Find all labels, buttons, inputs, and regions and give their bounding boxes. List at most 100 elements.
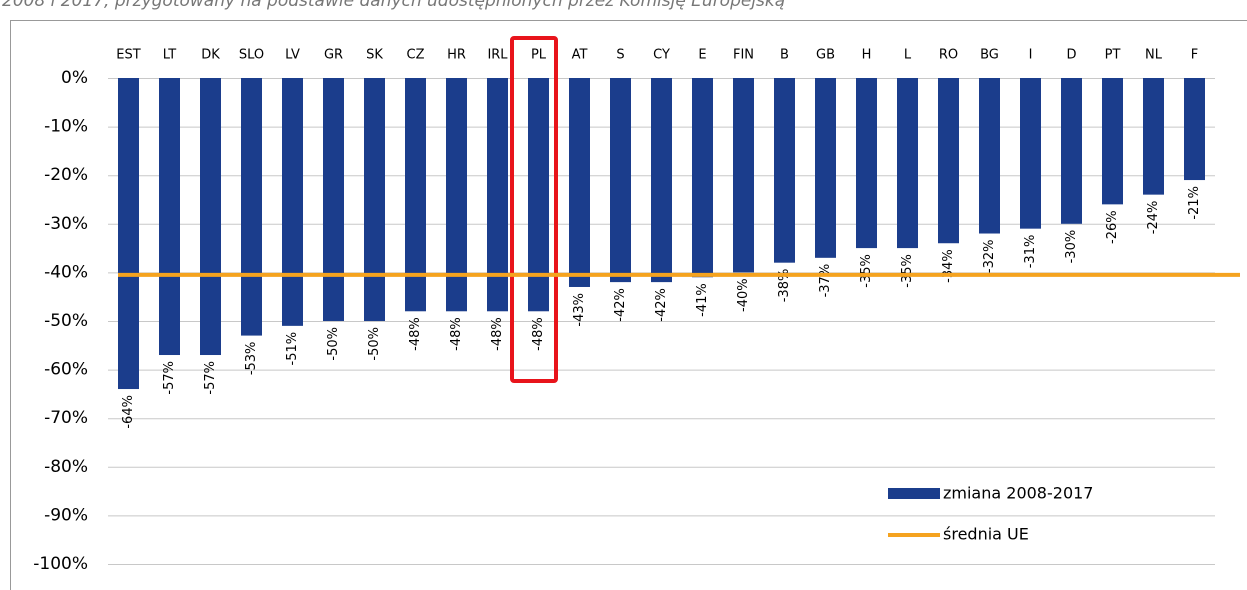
bar <box>1184 78 1205 181</box>
y-tick-label: -30% <box>44 214 88 234</box>
value-label: -31% <box>1023 235 1038 269</box>
x-tick-label: HR <box>447 48 466 63</box>
bar <box>487 78 508 312</box>
chart-subtitle: 2008 i 2017, przygotowany na podstawie d… <box>2 0 785 11</box>
x-tick-label: DK <box>201 48 220 63</box>
value-label: -40% <box>736 278 751 312</box>
legend-label: średnia UE <box>943 525 1029 544</box>
value-label: -43% <box>572 293 587 327</box>
x-tick-label: F <box>1191 48 1198 63</box>
x-tick-label: CZ <box>407 48 425 63</box>
value-label: -24% <box>1146 201 1161 235</box>
bar <box>282 78 303 326</box>
bar <box>528 78 549 312</box>
labels: EST LT DK SLO LV GR SK CZ HR IRL PL AT S CY E FIN B GB H L R… <box>116 48 1202 429</box>
x-tick-label: PL <box>531 48 547 63</box>
x-tick-label: B <box>780 48 789 63</box>
value-label: -42% <box>654 288 669 322</box>
value-label: -35% <box>900 254 915 288</box>
value-label: -38% <box>777 269 792 303</box>
bar <box>979 78 1000 234</box>
bar <box>856 78 877 249</box>
bar <box>364 78 385 321</box>
x-tick-label: NL <box>1145 48 1163 63</box>
x-tick-label: AT <box>572 48 588 63</box>
value-label: -21% <box>1187 186 1202 220</box>
bar <box>815 78 836 258</box>
bar <box>159 78 180 356</box>
legend-label: zmiana 2008-2017 <box>943 484 1093 503</box>
value-label: -50% <box>326 327 341 361</box>
bar <box>938 78 959 244</box>
x-tick-label: GB <box>816 48 835 63</box>
bar <box>446 78 467 312</box>
x-tick-label: FIN <box>733 48 754 63</box>
x-tick-label: H <box>862 48 872 63</box>
value-label: -50% <box>367 327 382 361</box>
value-label: -53% <box>244 342 259 376</box>
bar <box>692 78 713 278</box>
value-label: -30% <box>1064 230 1079 264</box>
value-label: -57% <box>203 361 218 395</box>
x-tick-label: SLO <box>239 48 264 63</box>
legend: zmiana 2008-2017 średnia UE <box>888 484 1093 544</box>
bar <box>241 78 262 336</box>
y-tick-label: -60% <box>44 360 88 380</box>
value-label: -48% <box>531 317 546 351</box>
x-tick-label: CY <box>653 48 670 63</box>
value-label: -48% <box>449 317 464 351</box>
bar <box>405 78 426 312</box>
value-label: -48% <box>408 317 423 351</box>
x-tick-label: SK <box>366 48 383 63</box>
x-tick-label: GR <box>324 48 343 63</box>
y-tick-label: 0% <box>61 68 88 88</box>
value-label: -37% <box>818 264 833 298</box>
value-label: -41% <box>695 283 710 317</box>
bar <box>733 78 754 273</box>
y-tick-label: -10% <box>44 117 88 137</box>
legend-swatch <box>888 488 940 499</box>
x-tick-label: IRL <box>487 48 508 63</box>
x-tick-label: EST <box>116 48 140 63</box>
highlight <box>510 36 558 383</box>
x-tick-label: E <box>698 48 706 63</box>
x-tick-label: L <box>904 48 912 63</box>
bar <box>200 78 221 356</box>
x-tick-label: BG <box>980 48 999 63</box>
x-tick-label: D <box>1066 48 1076 63</box>
bar <box>651 78 672 283</box>
x-tick-label: LV <box>285 48 300 63</box>
bar <box>569 78 590 287</box>
x-tick-label: RO <box>939 48 958 63</box>
x-tick-label: I <box>1029 48 1033 63</box>
y-tick-label: -80% <box>44 457 88 477</box>
bar <box>1061 78 1082 224</box>
value-label: -32% <box>982 240 997 274</box>
y-tick-label: -70% <box>44 408 88 428</box>
bar <box>1020 78 1041 229</box>
y-tick-label: -100% <box>33 554 88 574</box>
value-label: -35% <box>859 254 874 288</box>
value-label: -26% <box>1105 210 1120 244</box>
value-label: -34% <box>941 249 956 283</box>
y-tick-label: -20% <box>44 165 88 185</box>
value-label: -42% <box>613 288 628 322</box>
y-tick-label: -90% <box>44 505 88 525</box>
bar <box>323 78 344 321</box>
bars <box>118 78 1205 390</box>
bar <box>774 78 795 263</box>
value-label: -57% <box>162 361 177 395</box>
bar <box>897 78 918 249</box>
bar <box>118 78 139 390</box>
bar <box>1102 78 1123 205</box>
value-label: -48% <box>490 317 505 351</box>
y-tick-label: -50% <box>44 311 88 331</box>
x-tick-label: LT <box>163 48 176 63</box>
x-tick-label: S <box>616 48 624 63</box>
value-label: -64% <box>121 395 136 429</box>
x-tick-label: PT <box>1105 48 1121 63</box>
bar <box>1143 78 1164 195</box>
value-label: -51% <box>285 332 300 366</box>
y-tick-label: -40% <box>44 262 88 282</box>
